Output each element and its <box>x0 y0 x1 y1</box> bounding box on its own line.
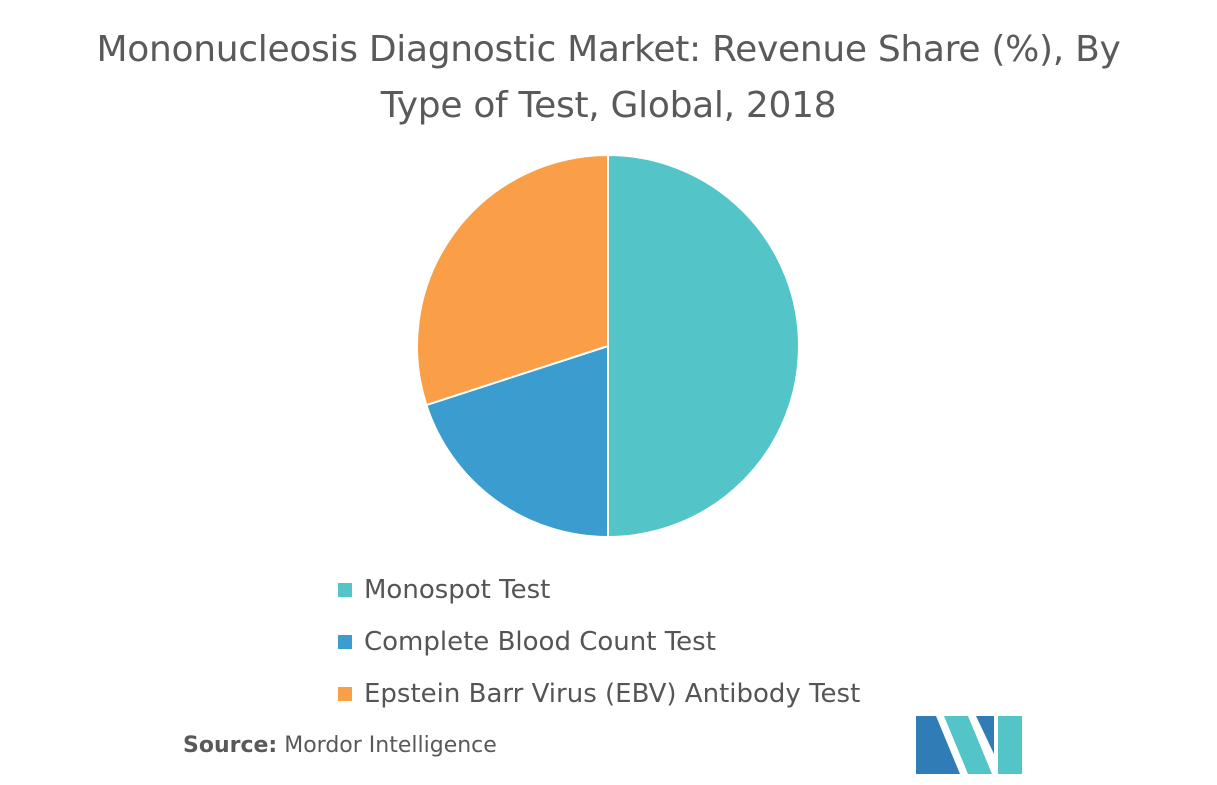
legend-swatch-monospot <box>338 583 352 597</box>
source-note: Source: Mordor Intelligence <box>183 733 497 758</box>
legend-label-ebv: Epstein Barr Virus (EBV) Antibody Test <box>364 679 861 709</box>
chart-legend: Monospot Test Complete Blood Count Test … <box>338 564 860 720</box>
logo-shape-mid <box>944 716 992 774</box>
legend-label-cbc: Complete Blood Count Test <box>364 627 716 657</box>
pie-slice-monospot <box>607 153 800 539</box>
logo-shape-right-a <box>976 716 994 754</box>
source-value: Mordor Intelligence <box>284 733 497 758</box>
legend-swatch-ebv <box>338 687 352 701</box>
legend-item-monospot: Monospot Test <box>338 564 860 616</box>
legend-swatch-cbc <box>338 635 352 649</box>
chart-title: Mononucleosis Diagnostic Market: Revenue… <box>96 29 1121 126</box>
logo-shape-left <box>916 716 960 774</box>
legend-item-ebv: Epstein Barr Virus (EBV) Antibody Test <box>338 668 860 720</box>
mordor-logo-icon <box>916 716 1022 774</box>
source-label: Source: <box>183 733 278 758</box>
logo-shape-right-b <box>998 716 1022 774</box>
pie-slice-cbc <box>425 344 609 539</box>
legend-label-monospot: Monospot Test <box>364 575 551 605</box>
legend-item-cbc: Complete Blood Count Test <box>338 616 860 668</box>
pie-slice-ebv <box>416 153 609 407</box>
